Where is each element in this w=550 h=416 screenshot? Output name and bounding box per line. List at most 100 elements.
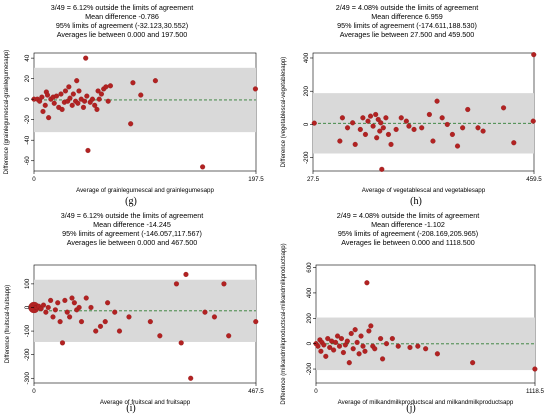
data-point: [138, 92, 144, 98]
data-point: [366, 328, 372, 334]
panel-caption-h: (h): [410, 196, 422, 207]
data-point: [318, 348, 324, 354]
chart-header-line1: 2/49 = 4.08% outside the limits of agree…: [336, 3, 478, 12]
data-point: [58, 91, 64, 97]
data-point: [532, 366, 538, 372]
data-point: [69, 102, 75, 108]
data-point: [102, 319, 108, 325]
y-tick-label: 100: [24, 278, 31, 289]
data-point: [112, 309, 118, 315]
data-point: [368, 323, 374, 329]
chart-header-line4: Averages lie between 0.000 and 467.500: [67, 238, 198, 247]
data-point: [470, 360, 476, 366]
data-point: [116, 328, 123, 334]
data-point: [66, 84, 72, 90]
chart-header-line2: Mean difference -14.245: [93, 220, 171, 229]
data-point: [362, 131, 368, 137]
y-tick-label: -200: [303, 151, 310, 164]
data-point: [211, 314, 217, 320]
chart-header-line2: Mean difference -0.786: [85, 12, 159, 21]
data-point: [126, 314, 132, 320]
chart-header-line1: 3/49 = 6.12% outside the limits of agree…: [51, 3, 193, 12]
data-point: [48, 297, 54, 303]
y-tick-label: 0: [24, 305, 31, 309]
data-point: [95, 88, 101, 94]
y-tick-label: 40: [24, 54, 31, 61]
data-point: [98, 91, 104, 97]
data-point: [42, 102, 48, 108]
data-point: [395, 343, 401, 349]
x-axis-label: Average of fruitscal and fruitsapp: [100, 399, 191, 406]
data-point: [62, 88, 69, 94]
data-point: [383, 115, 389, 121]
y-tick-label: 200: [303, 86, 310, 97]
data-point: [331, 347, 337, 353]
data-point: [333, 339, 339, 345]
data-point: [97, 323, 104, 329]
data-point: [78, 319, 85, 325]
y-tick-label: -200: [306, 362, 313, 375]
data-point: [50, 314, 56, 320]
y-tick-label: 0: [306, 341, 313, 345]
data-point: [352, 141, 358, 147]
data-point: [76, 88, 82, 94]
data-point: [105, 98, 111, 104]
y-tick-label: 0: [24, 97, 31, 101]
y-axis-label: Difference (fruitscal-fruitsapp): [5, 285, 11, 364]
data-point: [357, 126, 363, 133]
chart-header-line1: 2/49 = 4.08% outside the limits of agree…: [337, 211, 479, 220]
data-point: [334, 333, 341, 339]
chart-panel-h: 2/49 = 4.08% outside the limits of agree…: [275, 0, 550, 208]
y-axis-label: Difference (grainlegumescal-grainlegumes…: [4, 50, 10, 175]
data-point: [253, 319, 259, 325]
data-point: [346, 360, 352, 366]
data-point: [37, 98, 43, 104]
x-axis-label: Average of milkandmilkproductscal and mi…: [338, 399, 514, 406]
data-point: [380, 356, 386, 362]
data-point: [202, 309, 208, 315]
data-point: [52, 307, 58, 313]
data-point: [344, 338, 350, 344]
data-point: [388, 141, 394, 147]
data-point: [75, 100, 81, 106]
chart-svg-j: 2/49 = 4.08% outside the limits of agree…: [281, 211, 545, 406]
data-point: [511, 140, 517, 146]
data-point: [426, 111, 432, 118]
data-point: [531, 52, 537, 58]
data-point: [178, 340, 184, 346]
data-point: [444, 121, 450, 128]
data-point: [383, 341, 390, 347]
data-point: [62, 297, 68, 303]
data-point: [67, 95, 73, 101]
data-point: [340, 349, 346, 356]
data-point: [67, 314, 73, 320]
y-tick-label: -20: [24, 115, 31, 125]
x-axis-label: Average of grainlegumescal and grainlegu…: [76, 187, 214, 194]
data-point: [315, 343, 321, 349]
data-point: [430, 138, 436, 144]
data-point: [377, 128, 383, 134]
data-point: [411, 126, 417, 133]
data-point: [40, 108, 46, 115]
data-point: [398, 115, 404, 121]
data-point: [147, 319, 153, 325]
data-point: [226, 333, 232, 339]
chart-svg-h: 2/49 = 4.08% outside the limits of agree…: [281, 3, 542, 194]
chart-panel-j: 2/49 = 4.08% outside the limits of agree…: [275, 208, 550, 416]
y-axis-label: Difference (milkandmilkproductscal-milka…: [281, 243, 287, 404]
data-point: [69, 295, 75, 301]
data-point: [501, 105, 507, 111]
data-point: [323, 353, 329, 359]
data-point: [57, 319, 63, 325]
data-point: [252, 86, 258, 92]
data-point: [93, 328, 99, 334]
panel-caption-g: (g): [125, 196, 137, 207]
data-point: [130, 80, 136, 86]
chart-header-line2: Mean difference -1.102: [371, 220, 445, 229]
y-tick-label: 400: [303, 52, 310, 63]
data-point: [344, 125, 351, 131]
data-point: [107, 83, 113, 89]
y-tick-label: 200: [306, 313, 313, 324]
data-point: [92, 102, 98, 108]
chart-panel-i: 3/49 = 6.12% outside the limits of agree…: [0, 208, 275, 416]
